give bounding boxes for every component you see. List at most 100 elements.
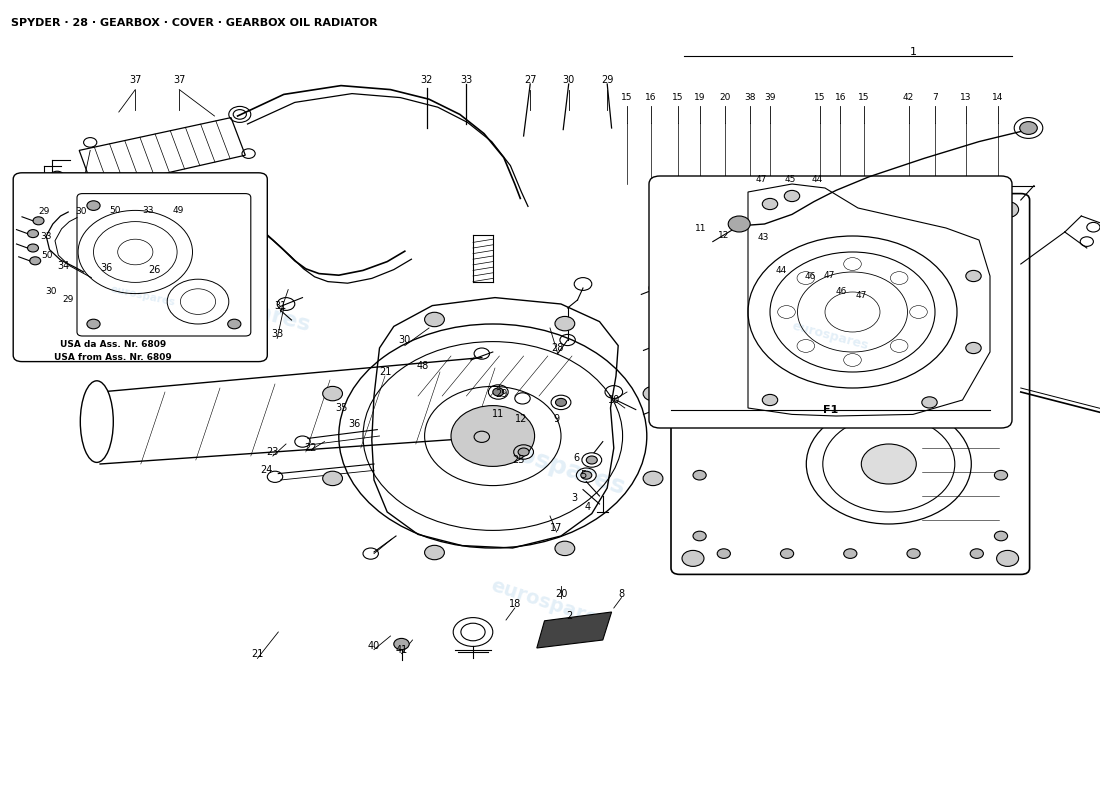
Circle shape xyxy=(651,402,669,414)
Circle shape xyxy=(762,198,778,210)
Circle shape xyxy=(518,448,529,456)
Text: 33: 33 xyxy=(143,206,154,215)
Circle shape xyxy=(728,216,750,232)
Text: 22: 22 xyxy=(304,443,317,453)
Circle shape xyxy=(87,201,100,210)
Text: 32: 32 xyxy=(420,75,433,85)
Text: 12: 12 xyxy=(515,414,528,424)
Text: 36: 36 xyxy=(348,419,361,429)
Circle shape xyxy=(87,319,100,329)
Circle shape xyxy=(451,406,535,466)
Text: 12: 12 xyxy=(718,230,729,240)
Text: 35: 35 xyxy=(334,403,348,413)
Text: eurospares: eurospares xyxy=(172,280,312,336)
Text: 18: 18 xyxy=(508,599,521,609)
Circle shape xyxy=(28,244,38,252)
Text: 33: 33 xyxy=(271,329,284,338)
Text: 21: 21 xyxy=(378,367,392,377)
Text: 47: 47 xyxy=(856,291,867,301)
Circle shape xyxy=(649,282,667,294)
Circle shape xyxy=(784,190,800,202)
Circle shape xyxy=(682,550,704,566)
Circle shape xyxy=(994,349,1008,358)
Circle shape xyxy=(682,202,704,218)
Text: 25: 25 xyxy=(512,455,525,465)
Text: 46: 46 xyxy=(805,272,816,282)
Circle shape xyxy=(717,549,730,558)
Text: 37: 37 xyxy=(173,75,186,85)
Text: 31: 31 xyxy=(274,302,287,311)
Text: 30: 30 xyxy=(45,286,56,296)
Text: 20: 20 xyxy=(554,589,568,598)
Circle shape xyxy=(693,349,706,358)
Text: 33: 33 xyxy=(460,75,473,85)
Circle shape xyxy=(51,171,64,181)
Circle shape xyxy=(780,210,794,219)
Text: 40: 40 xyxy=(367,641,381,650)
Circle shape xyxy=(994,531,1008,541)
Circle shape xyxy=(994,288,1008,298)
Text: 44: 44 xyxy=(812,174,823,184)
Circle shape xyxy=(693,410,706,419)
Circle shape xyxy=(717,210,730,219)
Circle shape xyxy=(651,338,669,350)
Text: 34: 34 xyxy=(57,261,70,270)
Text: 1: 1 xyxy=(910,47,916,57)
Circle shape xyxy=(556,317,575,331)
Text: 10: 10 xyxy=(607,395,620,405)
Text: 16: 16 xyxy=(835,93,846,102)
Circle shape xyxy=(844,210,857,219)
Circle shape xyxy=(33,217,44,225)
Circle shape xyxy=(997,202,1019,218)
Text: 11: 11 xyxy=(492,409,505,418)
Text: 43: 43 xyxy=(758,233,769,242)
Text: eurospares: eurospares xyxy=(110,284,176,308)
Circle shape xyxy=(922,397,937,408)
Text: 48: 48 xyxy=(416,361,429,370)
Circle shape xyxy=(425,312,444,326)
Text: 15: 15 xyxy=(621,93,632,102)
Circle shape xyxy=(994,470,1008,480)
Ellipse shape xyxy=(80,381,113,462)
Circle shape xyxy=(693,470,706,480)
Text: USA da Ass. Nr. 6809: USA da Ass. Nr. 6809 xyxy=(60,339,166,349)
Text: 2: 2 xyxy=(566,611,573,621)
Circle shape xyxy=(906,210,920,219)
Text: 37: 37 xyxy=(129,75,142,85)
Text: 30: 30 xyxy=(398,335,411,345)
Text: 27: 27 xyxy=(524,75,537,85)
Circle shape xyxy=(394,638,409,650)
Circle shape xyxy=(994,410,1008,419)
Circle shape xyxy=(425,546,444,560)
Text: SPYDER · 28 · GEARBOX · COVER · GEARBOX OIL RADIATOR: SPYDER · 28 · GEARBOX · COVER · GEARBOX … xyxy=(11,18,377,27)
Circle shape xyxy=(780,549,794,558)
Circle shape xyxy=(556,398,566,406)
Circle shape xyxy=(693,531,706,541)
Circle shape xyxy=(693,288,706,298)
Circle shape xyxy=(966,270,981,282)
Circle shape xyxy=(493,388,504,396)
Text: 15: 15 xyxy=(814,93,825,102)
Text: 15: 15 xyxy=(672,93,683,102)
Text: 28: 28 xyxy=(551,343,564,353)
Circle shape xyxy=(586,456,597,464)
Text: 6: 6 xyxy=(573,453,580,462)
Text: USA from Ass. Nr. 6809: USA from Ass. Nr. 6809 xyxy=(54,353,173,362)
Circle shape xyxy=(644,386,663,401)
Text: 23: 23 xyxy=(266,447,279,457)
Circle shape xyxy=(1020,122,1037,134)
Text: 13: 13 xyxy=(960,93,971,102)
Text: eurospares: eurospares xyxy=(777,433,917,495)
Text: 19: 19 xyxy=(694,93,705,102)
Circle shape xyxy=(581,471,592,479)
Text: 8: 8 xyxy=(618,589,625,598)
Text: 16: 16 xyxy=(646,93,657,102)
Circle shape xyxy=(30,257,41,265)
Text: 50: 50 xyxy=(42,251,53,261)
Polygon shape xyxy=(537,612,612,648)
Text: 44: 44 xyxy=(776,266,786,275)
Text: 3: 3 xyxy=(571,493,578,502)
Text: 30: 30 xyxy=(562,75,575,85)
Circle shape xyxy=(970,549,983,558)
Text: 47: 47 xyxy=(824,271,835,281)
